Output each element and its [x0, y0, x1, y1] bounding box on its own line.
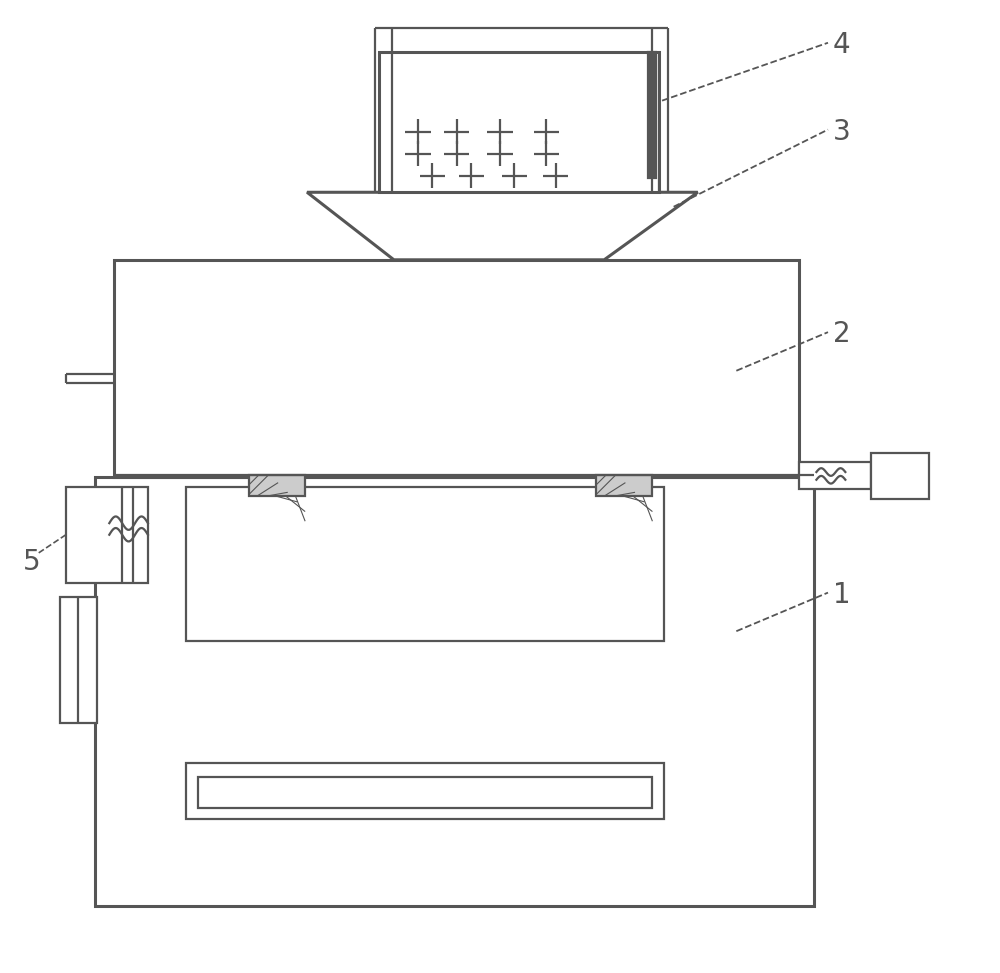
Bar [186, 764, 664, 819]
Text: 4: 4 [833, 31, 850, 58]
Bar [648, 53, 656, 178]
Bar [66, 486, 148, 583]
Bar [379, 53, 659, 193]
Text: 5: 5 [22, 548, 40, 576]
Text: 3: 3 [833, 118, 851, 146]
Text: 2: 2 [833, 320, 850, 348]
Bar [871, 452, 929, 499]
Bar [198, 776, 652, 808]
Bar [186, 486, 664, 641]
Bar [95, 477, 814, 906]
Bar [596, 475, 652, 496]
Bar [249, 475, 305, 496]
Polygon shape [307, 193, 698, 260]
Bar [60, 597, 97, 723]
Text: 1: 1 [833, 581, 850, 608]
Bar [799, 462, 871, 489]
Bar [114, 260, 799, 477]
